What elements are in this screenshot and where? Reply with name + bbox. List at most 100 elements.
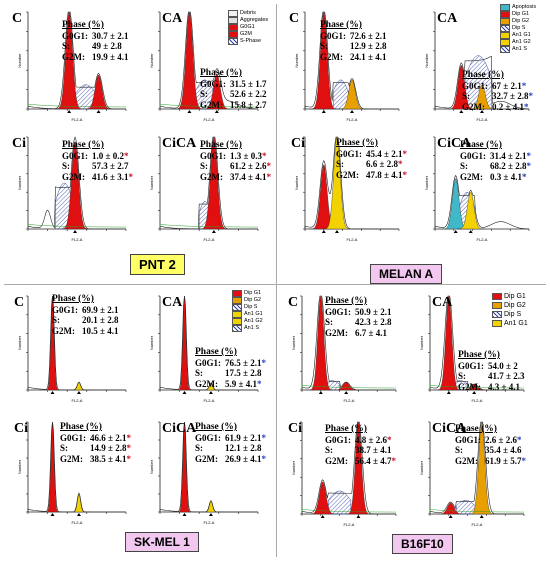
b3-phase-stats: Phase (%) G0G1: 4.8 ± 2.6* S: 38.7 ± 4.1 G2M:…: [325, 424, 396, 466]
phase-row-g0: G0G1: 45.4 ± 2.1*: [336, 149, 407, 160]
legend-swatch-icon: [500, 18, 510, 25]
peak-marker-icon: [67, 110, 72, 113]
p2-histogram: Number FL2-A: [149, 11, 259, 122]
y-axis-label: Number: [419, 460, 424, 475]
phase-value: 12.9 ± 2.8: [350, 41, 387, 51]
m3-histogram: Number FL2-A: [294, 136, 400, 242]
phase-row-g2: G2M: 19.9 ± 4.1: [62, 52, 128, 63]
phase-label: S:: [462, 91, 471, 101]
phase-label: G2M:: [200, 99, 223, 110]
peak-marker-icon: [344, 391, 349, 394]
phase-header: Phase (%): [200, 140, 242, 150]
phase-value: 5.9 ± 4.1: [225, 378, 257, 389]
phase-row-g2: G2M: 6.7 ± 4.1: [325, 328, 391, 339]
legend-swatch-icon: [228, 38, 238, 45]
legend-item: Debris: [228, 10, 268, 17]
panel-letter: C: [289, 11, 300, 26]
histogram-envelope: [27, 11, 126, 110]
peak-marker-icon: [334, 230, 339, 233]
phase-row-g0: G0G1: 30.7 ± 2.1: [62, 31, 128, 42]
phase-label: S:: [60, 443, 69, 453]
peak-marker-icon: [356, 515, 361, 518]
panel-letter: C: [12, 11, 23, 26]
legend-swatch-icon: [232, 311, 242, 318]
phase-header: Phase (%): [458, 350, 500, 360]
s4-panel: Number FL2-A CiCA: [149, 418, 262, 526]
histogram-envelope: [301, 295, 396, 391]
b3-panel: Number FL2-A Ci: [288, 418, 400, 528]
phase-row-s: S: 38.7 ± 4.1: [325, 445, 396, 456]
legend-item: G0G1: [228, 24, 268, 31]
panel-letter: Ci: [12, 136, 26, 151]
phase-label: G0G1:: [62, 150, 88, 161]
phase-row-g0: G0G1: 1.0 ± 0.2*: [62, 151, 133, 162]
phase-value: 45.4 ± 2.1: [366, 148, 403, 159]
legend-swatch-icon: [492, 293, 502, 300]
phase-label: G2M:: [336, 169, 359, 180]
phase-value: 31.5 ± 1.7: [230, 78, 267, 89]
histogram-envelope: [434, 55, 530, 110]
pnt2-legend: Debris Aggregates G0G1 G2M S-Phase: [228, 10, 268, 45]
legend-label: An1 S: [512, 46, 527, 52]
phase-value: 24.1 ± 4.1: [350, 51, 387, 62]
g2m-peak: [72, 382, 86, 391]
significance-star: *: [402, 148, 407, 159]
significance-star: *: [526, 150, 531, 161]
phase-row-s: S: 57.3 ± 2.7: [62, 161, 133, 172]
peak-marker-icon: [446, 391, 451, 394]
s3-phase-stats: Phase (%) G0G1: 46.6 ± 2.1* S: 14.9 ± 2.8* G2…: [60, 422, 131, 464]
y-axis-label: Number: [17, 175, 22, 190]
legend-swatch-icon: [228, 24, 238, 31]
phase-label: G2M:: [460, 171, 483, 182]
phase-label: S:: [455, 445, 464, 455]
phase-row-g2: G2M: 15.8 ± 2.7: [200, 100, 266, 111]
b2-histogram: Number FL2-A: [419, 295, 525, 403]
m4-panel: Number FL2-A CiCA: [424, 133, 533, 243]
peak-marker-icon: [211, 230, 216, 233]
phase-value: 41.6 ± 3.1: [92, 171, 129, 182]
significance-star: *: [261, 453, 266, 464]
panel-letter: C: [288, 295, 299, 310]
legend-label: Debris: [240, 10, 256, 16]
phase-row-g0: G0G1: 31.5 ± 1.7: [200, 79, 266, 90]
g0g1-peak: [437, 502, 465, 515]
b1-panel: Number FL2-A C: [288, 292, 400, 404]
x-axis-label: FL2-A: [72, 237, 83, 242]
peak-marker-icon: [468, 230, 473, 233]
phase-value: 38.7 ± 4.1: [355, 445, 392, 455]
s1-panel: Number FL2-A C: [14, 292, 130, 404]
phase-value: 38.5 ± 4.1: [90, 453, 127, 464]
phase-label: G2M:: [60, 453, 83, 464]
phase-value: 30.7 ± 2.1: [92, 30, 129, 41]
phase-row-g0: G0G1: 54.0 ± 2: [458, 361, 524, 372]
phase-value: 46.6 ± 2.1: [90, 432, 127, 443]
s3-panel: Number FL2-A Ci: [14, 418, 130, 526]
y-axis-label: Number: [149, 459, 154, 474]
phase-label: G0G1:: [462, 80, 488, 91]
legend-item: Dip S: [232, 304, 263, 311]
phase-row-g2: G2M: 5.9 ± 4.1*: [195, 379, 266, 390]
phase-row-s: S: 17.5 ± 2.8: [195, 368, 266, 379]
s1-histogram: Number FL2-A: [17, 295, 127, 403]
significance-star: *: [261, 432, 266, 443]
phase-header: Phase (%): [325, 296, 367, 306]
p4-panel: Number FL2-A CiCA: [149, 133, 262, 243]
phase-row-g2: G2M: 41.6 ± 3.1*: [62, 172, 133, 183]
phase-row-s: S: 12.9 ± 2.8: [320, 41, 386, 52]
phase-header: Phase (%): [460, 140, 502, 150]
phase-row-s: S: 6.6 ± 2.8*: [336, 159, 407, 170]
x-axis-label: FL2-A: [204, 117, 215, 122]
phase-value: 20.1 ± 2.8: [82, 315, 119, 325]
legend-label: Dip S: [512, 25, 526, 31]
p4-histogram: Number FL2-A: [149, 136, 259, 242]
peak-marker-icon: [208, 391, 213, 394]
x-axis-label: FL2-A: [344, 398, 355, 403]
peak-marker-icon: [182, 391, 187, 394]
phase-label: G0G1:: [52, 304, 78, 315]
phase-header: Phase (%): [195, 422, 237, 432]
peak-marker-icon: [318, 391, 323, 394]
g2m-peak: [72, 493, 86, 513]
legend-swatch-icon: [492, 320, 502, 327]
significance-star: *: [261, 357, 266, 368]
legend-label: An1 G1: [512, 32, 531, 38]
